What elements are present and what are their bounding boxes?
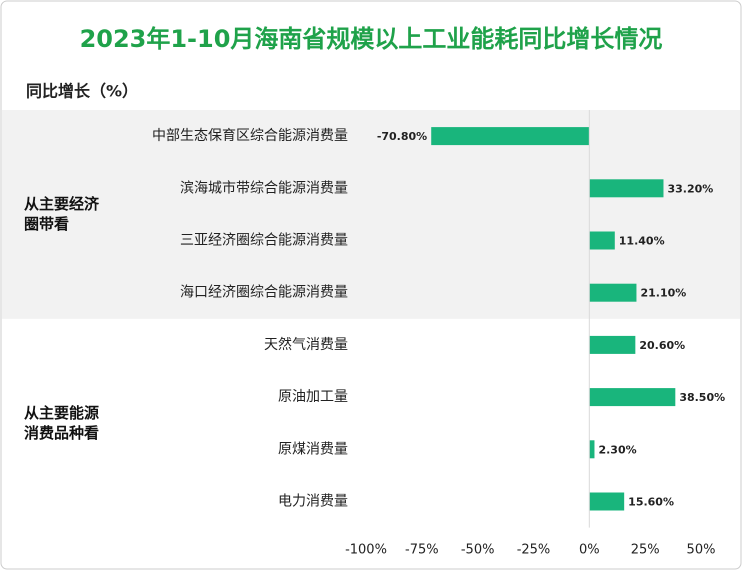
value-label: 38.50% [679,391,725,404]
category-label: 电力消费量 [278,494,348,510]
bar [589,283,637,302]
category-label: 原油加工量 [278,389,348,405]
bar [589,388,676,407]
chart-title: 2023年1-10月海南省规模以上工业能耗同比增长情况 [80,25,663,53]
value-label: 21.10% [640,287,686,300]
x-tick-label: 0% [579,543,600,558]
value-label: -70.80% [377,130,427,143]
x-tick-label: 50% [687,543,716,558]
category-label: 中部生态保育区综合能源消费量 [152,128,348,144]
x-tick-label: -75% [405,543,439,558]
category-label: 滨海城市带综合能源消费量 [180,179,348,196]
x-tick-label: -50% [461,543,495,558]
category-label: 原煤消费量 [278,441,348,457]
bar [431,127,590,146]
bar [589,440,595,459]
x-tick-label: 25% [631,543,660,558]
bar [589,231,615,250]
category-label: 海口经济圈综合能源消费量 [180,285,348,301]
group-label: 从主要经济圈带看 [24,195,100,234]
x-tick-label: -100% [345,543,387,558]
x-tick-label: -25% [517,543,551,558]
bar [589,335,636,354]
axis-label: 同比增长（%） [26,82,138,101]
value-label: 33.20% [667,182,713,195]
bar [589,179,664,198]
category-label: 天然气消费量 [264,336,348,353]
value-label: 20.60% [639,339,685,352]
value-label: 2.30% [598,443,636,456]
bar [589,492,625,511]
group-label: 从主要能源消费品种看 [24,404,100,443]
value-label: 11.40% [619,235,665,248]
value-label: 15.60% [628,496,674,509]
category-label: 三亚经济圈综合能源消费量 [180,233,348,249]
